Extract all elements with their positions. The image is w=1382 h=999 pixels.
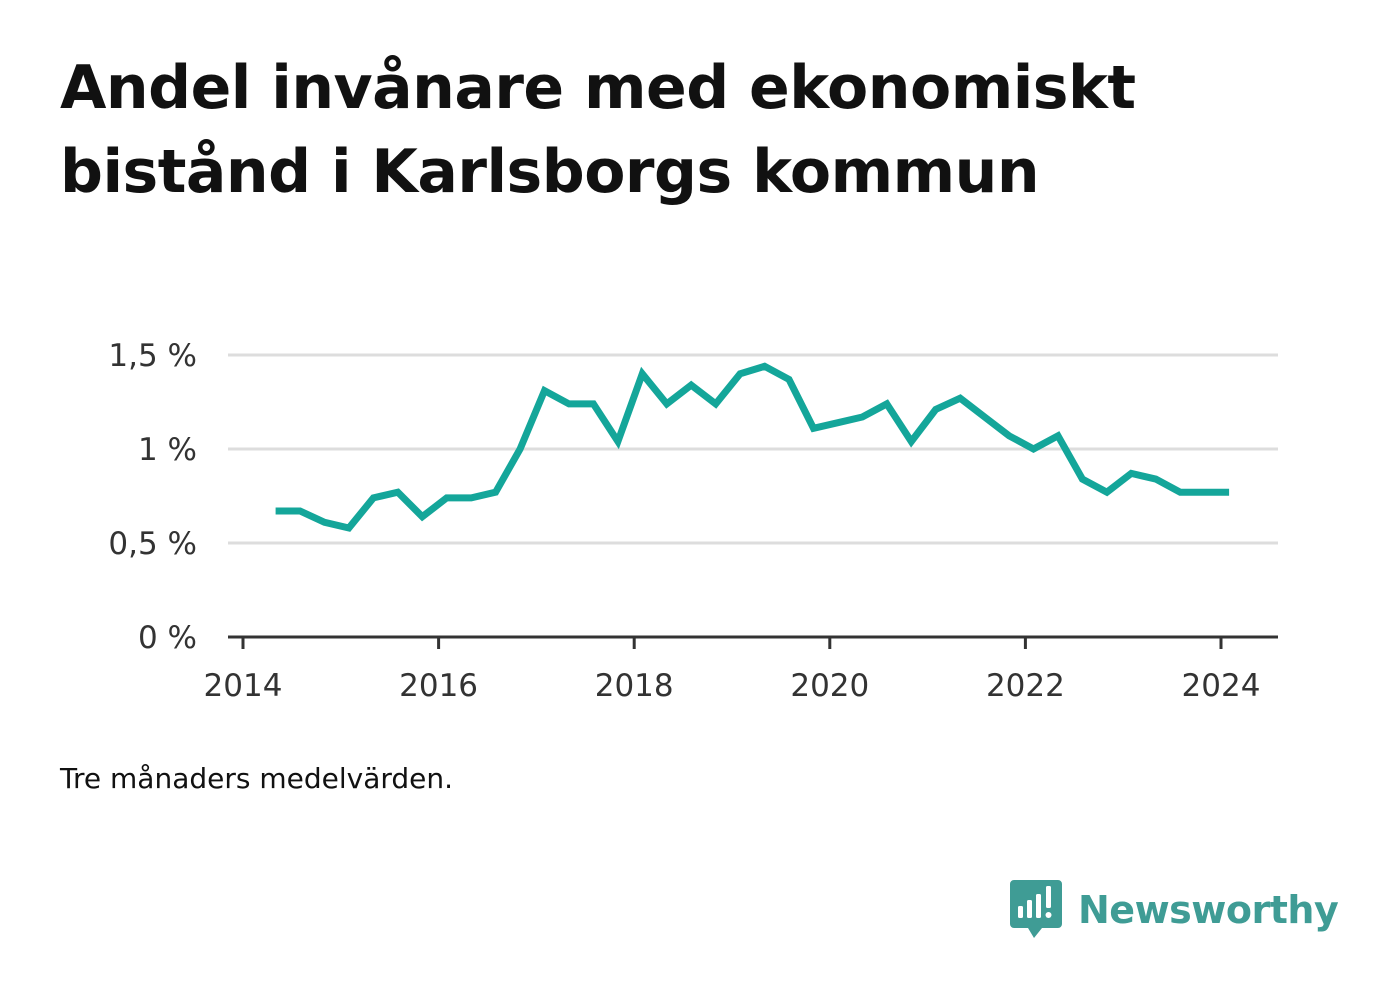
x-tick-label: 2018 [595, 668, 674, 704]
x-tick-label: 2020 [790, 668, 869, 704]
gridlines [228, 353, 1278, 545]
x-tick-label: 2024 [1182, 668, 1261, 704]
brand-logo: Newsworthy [1010, 878, 1339, 942]
x-tick-label: 2022 [986, 668, 1065, 704]
y-tick-label: 1 % [138, 432, 197, 468]
series-line [275, 362, 1230, 532]
x-tick-label: 2014 [204, 668, 283, 704]
chart-title: Andel invånare med ekonomiskt bistånd i … [60, 53, 1136, 207]
newsworthy-logo-icon [1010, 880, 1062, 938]
brand-name: Newsworthy [1078, 888, 1339, 932]
y-tick-label: 0,5 % [108, 526, 197, 562]
y-tick-label: 0 % [138, 620, 197, 656]
x-axis [228, 635, 1278, 649]
chart-note: Tre månaders medelvärden. [60, 762, 454, 795]
series-layer [275, 362, 1230, 532]
y-tick-label: 1,5 % [108, 338, 197, 374]
x-tick-label: 2016 [399, 668, 478, 704]
tick-labels: 0 % 0,5 % 1 % 1,5 % 2014 2016 2018 2020 2022 2024 [108, 338, 1260, 704]
